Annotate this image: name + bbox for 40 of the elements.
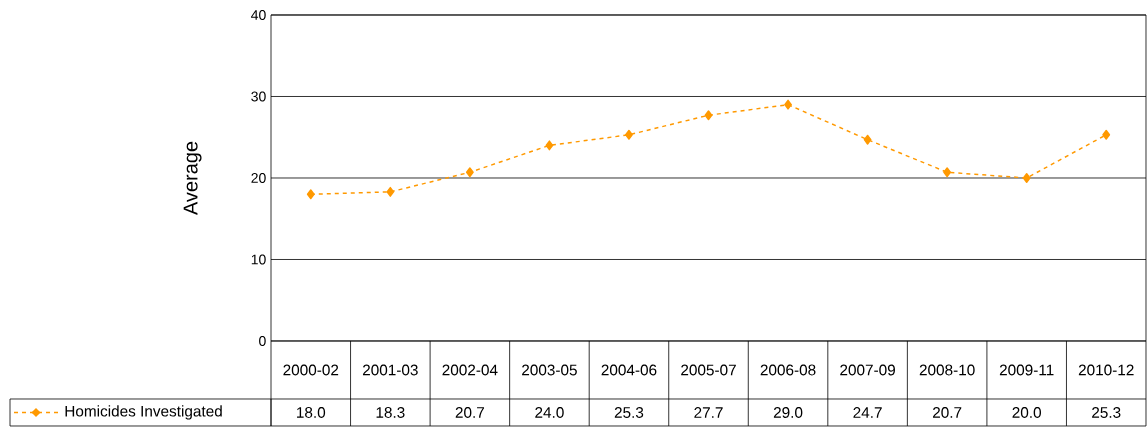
x-tick-label: 2002-04 <box>442 364 498 376</box>
y-axis-title: Average <box>183 141 202 216</box>
point <box>545 140 554 151</box>
data-label: 25.3 <box>1092 407 1121 418</box>
y-tick-label: 10 <box>251 254 266 265</box>
data-label: 24.7 <box>853 407 882 418</box>
point <box>625 129 633 140</box>
data-label: 24.0 <box>535 407 564 418</box>
x-tick-label: 2006-08 <box>760 364 816 376</box>
x-tick-label: 2004-06 <box>601 364 657 376</box>
data-label: 20.0 <box>1012 407 1041 418</box>
x-tick-label: 2000-02 <box>283 364 339 376</box>
y-tick-label: 0 <box>259 336 266 346</box>
data-label: 18.3 <box>376 407 405 418</box>
data-label: 25.3 <box>614 407 644 418</box>
y-tick-label: 30 <box>251 91 266 102</box>
x-tick-label: 2001-03 <box>362 364 418 376</box>
point <box>943 167 952 178</box>
y-tick-label: 40 <box>251 10 266 20</box>
x-tick-label: 2008-10 <box>919 364 975 376</box>
x-tick-label: 2005-07 <box>681 364 736 376</box>
point <box>863 134 872 145</box>
data-label: 18.0 <box>297 407 326 418</box>
data-label: 29.0 <box>773 407 803 418</box>
data-label: 20.7 <box>932 407 962 418</box>
point <box>306 189 315 200</box>
y-tick-label: 20 <box>251 173 266 183</box>
point <box>704 110 713 121</box>
x-tick-label: 2009-11 <box>999 364 1054 376</box>
data-label: 27.7 <box>694 407 723 418</box>
x-tick-label: 2003-05 <box>522 364 577 376</box>
point <box>1102 129 1111 140</box>
x-tick-label: 2010-12 <box>1078 364 1134 376</box>
x-tick-label: 2007-09 <box>840 364 895 376</box>
legend-label: Homicides Investigated <box>65 405 222 420</box>
point <box>1022 172 1031 183</box>
point <box>784 99 792 110</box>
point <box>386 186 395 197</box>
point <box>465 167 474 178</box>
data-label: 20.7 <box>455 407 485 418</box>
